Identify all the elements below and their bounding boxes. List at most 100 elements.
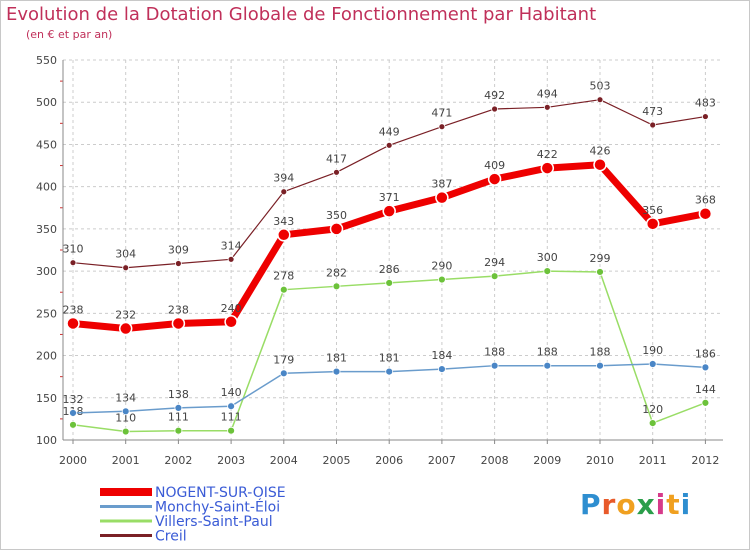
data-point-nogent-sur-oise xyxy=(171,316,186,331)
data-point-monchy-saint-loi xyxy=(121,407,130,416)
data-label-nogent-sur-oise: 238 xyxy=(168,303,189,316)
logo-letter: x xyxy=(636,488,656,521)
data-label-monchy-saint-loi: 184 xyxy=(431,349,452,362)
data-label-nogent-sur-oise: 240 xyxy=(221,302,242,315)
data-point-creil xyxy=(69,259,77,267)
data-label-nogent-sur-oise: 343 xyxy=(273,215,294,228)
data-label-villers-saint-paul: 110 xyxy=(115,412,136,425)
data-label-nogent-sur-oise: 356 xyxy=(642,204,663,217)
data-label-monchy-saint-loi: 138 xyxy=(168,388,189,401)
data-label-creil: 449 xyxy=(379,125,400,138)
data-point-villers-saint-paul xyxy=(701,398,710,407)
data-point-villers-saint-paul xyxy=(69,420,77,429)
data-point-nogent-sur-oise xyxy=(698,206,713,221)
data-point-nogent-sur-oise xyxy=(645,217,660,231)
data-point-villers-saint-paul xyxy=(332,282,341,291)
legend-label: Villers-Saint-Paul xyxy=(155,514,273,530)
data-point-creil xyxy=(649,121,657,129)
x-tick-label: 2012 xyxy=(691,454,719,467)
data-label-villers-saint-paul: 299 xyxy=(590,252,611,265)
data-point-nogent-sur-oise xyxy=(277,228,291,242)
data-point-creil xyxy=(227,255,235,263)
data-label-monchy-saint-loi: 134 xyxy=(115,391,136,404)
y-tick-label: 300 xyxy=(36,265,57,278)
data-point-creil xyxy=(702,113,709,120)
y-tick-label: 550 xyxy=(36,54,57,67)
data-label-villers-saint-paul: 120 xyxy=(642,403,663,416)
logo-letter: P xyxy=(580,488,602,521)
logo-letter: r xyxy=(601,488,617,521)
data-label-monchy-saint-loi: 181 xyxy=(326,352,347,365)
data-point-villers-saint-paul xyxy=(174,426,183,435)
data-point-monchy-saint-loi xyxy=(701,363,710,372)
data-point-monchy-saint-loi xyxy=(332,367,341,376)
y-tick-label: 250 xyxy=(36,307,57,320)
logo-letter: o xyxy=(616,488,637,521)
data-label-villers-saint-paul: 144 xyxy=(695,383,716,396)
data-point-monchy-saint-loi xyxy=(596,361,604,370)
data-point-villers-saint-paul xyxy=(279,285,288,294)
data-point-creil xyxy=(491,105,499,113)
x-tick-label: 2009 xyxy=(533,454,561,467)
data-point-nogent-sur-oise xyxy=(540,161,555,175)
data-label-monchy-saint-loi: 188 xyxy=(537,346,558,359)
data-point-monchy-saint-loi xyxy=(543,361,552,370)
x-tick-label: 2011 xyxy=(639,454,667,467)
data-point-creil xyxy=(333,168,340,176)
data-point-monchy-saint-loi xyxy=(69,409,77,417)
data-point-creil xyxy=(438,123,446,131)
data-label-creil: 304 xyxy=(115,248,136,261)
data-label-monchy-saint-loi: 188 xyxy=(590,346,611,359)
data-label-villers-saint-paul: 111 xyxy=(168,411,189,424)
data-point-villers-saint-paul xyxy=(121,427,130,436)
data-point-creil xyxy=(280,188,288,196)
data-label-creil: 473 xyxy=(642,105,663,118)
x-tick-label: 2006 xyxy=(375,454,403,467)
legend-label: Monchy-Saint-Éloi xyxy=(155,499,280,516)
x-tick-label: 2004 xyxy=(270,454,298,467)
x-tick-label: 2005 xyxy=(323,454,351,467)
data-point-nogent-sur-oise xyxy=(487,172,502,186)
data-label-creil: 309 xyxy=(168,244,189,257)
plot-area xyxy=(63,60,723,440)
data-label-creil: 314 xyxy=(221,239,242,252)
data-label-nogent-sur-oise: 232 xyxy=(115,309,136,322)
data-point-monchy-saint-loi xyxy=(385,367,394,376)
data-point-monchy-saint-loi xyxy=(174,404,183,412)
data-label-villers-saint-paul: 294 xyxy=(484,256,505,269)
y-tick-label: 500 xyxy=(36,96,57,109)
x-tick-label: 2010 xyxy=(586,454,614,467)
data-point-monchy-saint-loi xyxy=(490,361,499,370)
data-label-creil: 417 xyxy=(326,152,347,165)
data-label-villers-saint-paul: 278 xyxy=(273,270,294,283)
data-point-nogent-sur-oise xyxy=(66,316,80,331)
data-point-creil xyxy=(596,96,604,104)
data-point-creil xyxy=(174,260,182,267)
data-label-nogent-sur-oise: 371 xyxy=(379,191,400,204)
proxiti-logo: Proxiti xyxy=(580,488,691,521)
data-label-nogent-sur-oise: 426 xyxy=(590,145,611,158)
data-label-villers-saint-paul: 290 xyxy=(431,260,452,273)
data-point-monchy-saint-loi xyxy=(227,402,236,411)
data-label-creil: 503 xyxy=(590,80,611,93)
data-point-creil xyxy=(122,264,130,272)
data-point-villers-saint-paul xyxy=(227,426,236,435)
data-label-monchy-saint-loi: 190 xyxy=(642,344,663,357)
data-label-nogent-sur-oise: 238 xyxy=(63,303,84,316)
y-tick-label: 450 xyxy=(36,138,57,151)
data-label-monchy-saint-loi: 188 xyxy=(484,346,505,359)
data-label-monchy-saint-loi: 132 xyxy=(63,393,84,406)
x-tick-label: 2002 xyxy=(164,454,192,467)
data-point-monchy-saint-loi xyxy=(648,360,657,368)
data-label-monchy-saint-loi: 140 xyxy=(221,386,242,399)
data-point-nogent-sur-oise xyxy=(224,315,238,329)
data-label-nogent-sur-oise: 350 xyxy=(326,209,347,222)
data-point-creil xyxy=(543,103,551,111)
x-tick-label: 2007 xyxy=(428,454,456,467)
data-label-villers-saint-paul: 282 xyxy=(326,266,347,279)
data-label-monchy-saint-loi: 181 xyxy=(379,352,400,365)
data-point-nogent-sur-oise xyxy=(329,222,344,236)
x-tick-label: 2000 xyxy=(59,454,87,467)
